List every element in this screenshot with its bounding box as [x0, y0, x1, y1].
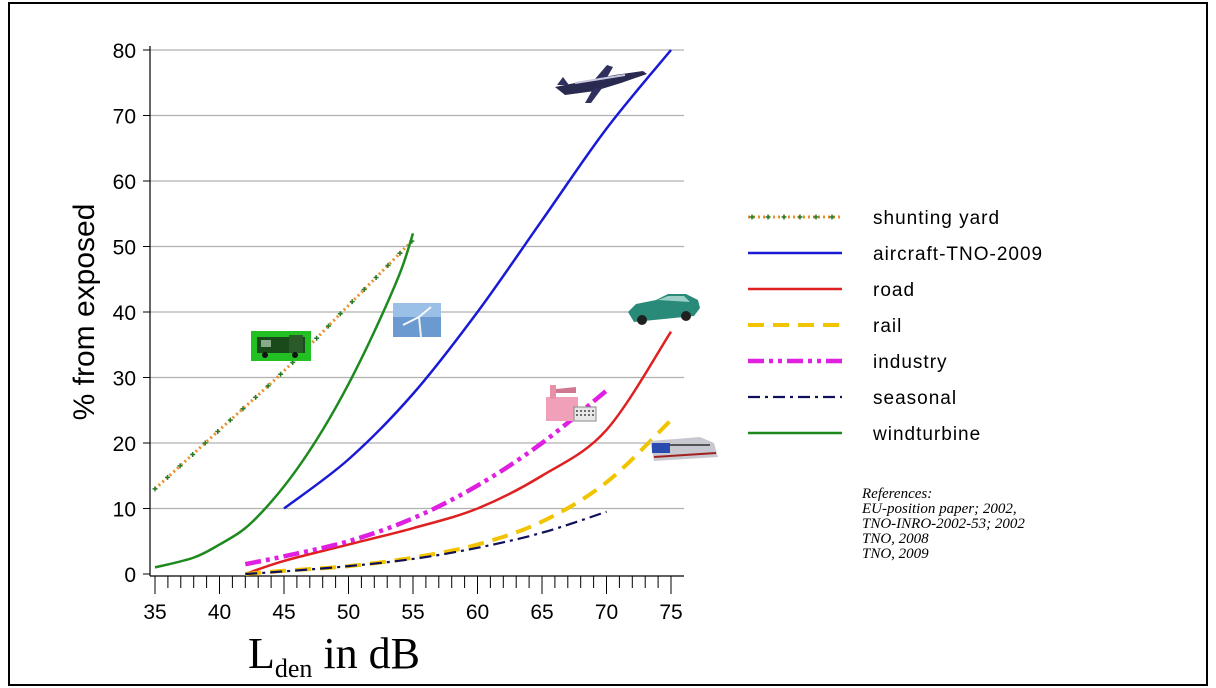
- reference-line: EU-position paper; 2002,: [861, 501, 1017, 517]
- x-axis-label-rest: in dB: [312, 629, 420, 678]
- legend-marker: [749, 214, 755, 220]
- windturbine-icon: [393, 303, 441, 338]
- locomotive-icon: [251, 331, 311, 361]
- series-marker: [177, 463, 183, 469]
- car-icon: [628, 294, 700, 325]
- series-marker: [314, 335, 320, 341]
- series-line-aircraft-tno-2009: [283, 49, 672, 510]
- series-marker: [337, 311, 343, 317]
- series: [152, 49, 673, 576]
- series-marker: [253, 394, 259, 400]
- series-line-industry: [244, 388, 608, 567]
- legend-label: windturbine: [872, 424, 981, 445]
- factory-icon: [546, 385, 597, 422]
- x-axis-label: Lden in dB: [248, 629, 420, 683]
- x-tick-label: 55: [401, 601, 424, 624]
- airplane-icon: [555, 65, 647, 103]
- reference-line: TNO, 2009: [862, 546, 929, 562]
- series-marker: [265, 383, 271, 389]
- series-marker: [165, 474, 171, 480]
- series-marker: [278, 371, 284, 377]
- series-line-seasonal: [245, 510, 607, 576]
- train-icon: [650, 437, 718, 461]
- x-ticks: 35 40 45 50 55 60 65 70 75: [143, 601, 682, 624]
- series-marker: [349, 299, 355, 305]
- legend-marker: [797, 214, 803, 220]
- axes: [143, 46, 684, 594]
- y-tick-label: 30: [113, 368, 136, 391]
- legend-label: rail: [873, 316, 902, 337]
- legend-label: seasonal: [873, 388, 957, 409]
- x-tick-label: 75: [659, 601, 682, 624]
- series-marker: [240, 406, 246, 412]
- x-axis-label-main: L: [248, 629, 275, 678]
- legend-marker: [781, 214, 787, 220]
- legend-label: road: [873, 280, 915, 301]
- series-marker: [361, 287, 367, 293]
- figure-frame: [8, 2, 1208, 686]
- legend: shunting yard aircraft-TNO-2009 road rail in…: [748, 208, 1043, 445]
- series-marker: [397, 250, 403, 256]
- y-tick-label: 10: [113, 499, 136, 522]
- legend-label: aircraft-TNO-2009: [873, 244, 1043, 265]
- legend-marker: [765, 214, 771, 220]
- series-marker: [227, 417, 233, 423]
- x-tick-label: 45: [272, 601, 295, 624]
- y-tick-label: 80: [113, 40, 136, 63]
- x-tick-label: 70: [595, 601, 618, 624]
- x-tick-label: 60: [466, 601, 489, 624]
- series-marker: [215, 429, 221, 435]
- references: References:EU-position paper; 2002,TNO-I…: [861, 486, 1025, 562]
- x-axis-label-sub: den: [275, 654, 313, 683]
- reference-line: TNO, 2008: [862, 531, 929, 547]
- legend-label: industry: [873, 352, 948, 373]
- series-line-road: [244, 330, 673, 576]
- series-marker: [325, 323, 331, 329]
- y-tick-label: 40: [113, 302, 136, 325]
- series-marker: [385, 262, 391, 268]
- y-tick-label: 0: [124, 564, 136, 587]
- y-tick-label: 50: [113, 237, 136, 260]
- y-axis-label: % from exposed: [68, 204, 101, 421]
- series-line-windturbine: [154, 233, 415, 569]
- y-tick-label: 60: [113, 171, 136, 194]
- x-tick-label: 35: [143, 601, 166, 624]
- y-tick-label: 70: [113, 106, 136, 129]
- legend-marker: [813, 214, 819, 220]
- y-ticks: 0 10 20 30 40 50 60 70 80: [113, 40, 136, 587]
- series-marker: [152, 486, 158, 492]
- grid: [150, 49, 684, 510]
- series-marker: [202, 440, 208, 446]
- x-tick-label: 40: [208, 601, 231, 624]
- series-marker: [190, 451, 196, 457]
- legend-marker: [829, 214, 835, 220]
- reference-line: References:: [861, 486, 932, 502]
- x-tick-label: 65: [530, 601, 553, 624]
- legend-label: shunting yard: [873, 208, 1000, 229]
- reference-line: TNO-INRO-2002-53; 2002: [862, 516, 1025, 532]
- x-tick-label: 50: [337, 601, 360, 624]
- series-marker: [373, 274, 379, 280]
- y-tick-label: 20: [113, 433, 136, 456]
